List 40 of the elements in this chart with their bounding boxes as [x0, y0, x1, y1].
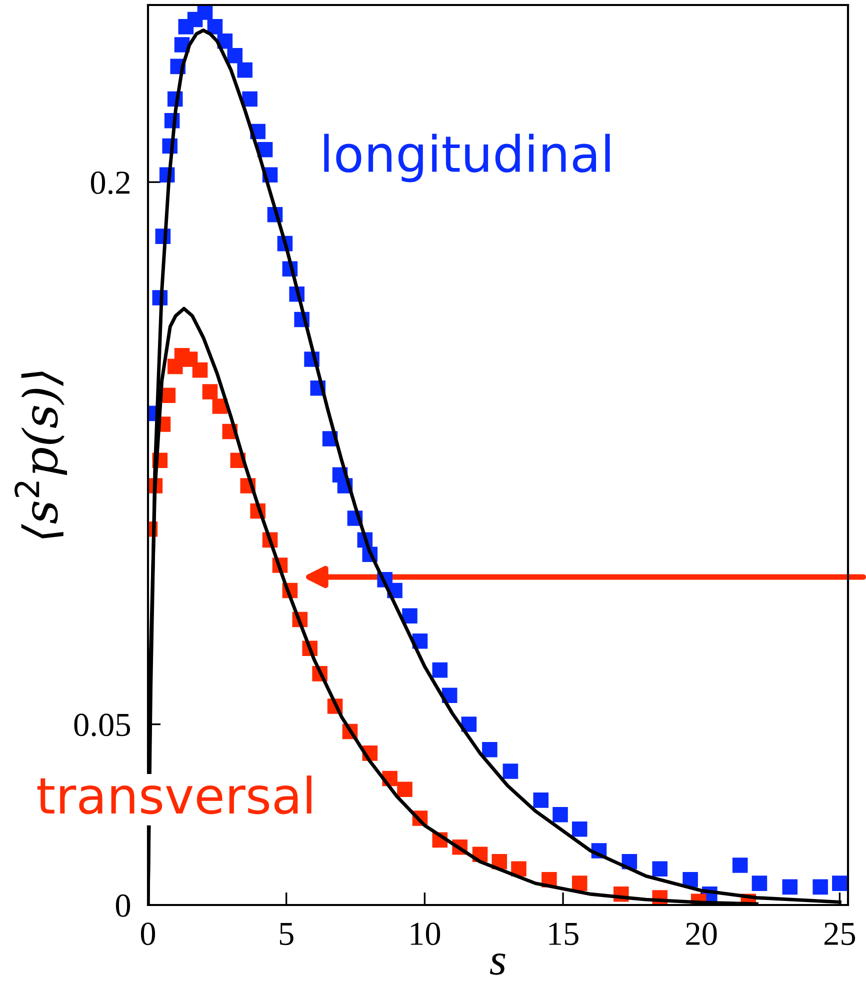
point [197, 5, 213, 20]
point [207, 19, 223, 34]
point [182, 352, 198, 367]
x-tick-label: 15 [549, 922, 578, 946]
point [832, 876, 848, 891]
point [502, 764, 518, 779]
point [533, 792, 549, 808]
point [227, 48, 243, 64]
point [402, 608, 418, 624]
series-label: longitudinal [324, 134, 610, 182]
x-tick-label: 25 [824, 922, 856, 946]
point [511, 861, 526, 876]
point [682, 872, 698, 888]
point [732, 858, 748, 873]
y-tick-label: 0 [116, 894, 130, 917]
x-tick-label: 5 [280, 922, 294, 946]
point [652, 861, 668, 876]
point [482, 742, 498, 758]
point [572, 821, 588, 837]
x-tick-label: 0 [140, 922, 156, 946]
x-tick-label: 10 [410, 922, 440, 946]
series-label: transversal [37, 776, 312, 814]
point [192, 362, 208, 378]
point [812, 879, 828, 895]
y-tick-label: 0.2 [90, 172, 130, 194]
x-tick-label: 20 [686, 922, 717, 946]
point [461, 716, 477, 732]
point [552, 807, 568, 822]
y-axis-title: ⟨s$^{2}$p(s)⟩ [14, 372, 67, 538]
point [242, 91, 258, 107]
point [782, 879, 798, 895]
point [202, 384, 218, 400]
x-axis-title: s [490, 953, 506, 975]
point [752, 876, 768, 891]
point [572, 876, 588, 891]
point [432, 662, 448, 678]
y-tick-label: 0.05 [74, 714, 130, 736]
point [397, 782, 412, 797]
point [237, 62, 252, 78]
point [492, 854, 508, 870]
